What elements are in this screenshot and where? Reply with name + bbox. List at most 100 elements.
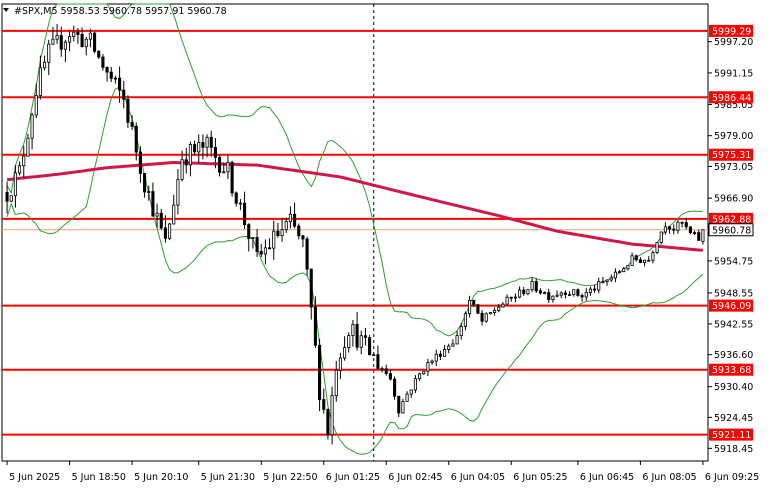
candle-body <box>126 98 130 123</box>
bollinger-lower-line <box>6 86 704 455</box>
candle-body <box>38 67 42 96</box>
level-price-tag <box>709 148 753 161</box>
candle-body <box>168 223 172 239</box>
candle-body <box>559 292 563 296</box>
candle-body <box>680 221 684 224</box>
candle-body <box>313 306 317 346</box>
candle-body <box>30 114 34 139</box>
candle-body <box>80 34 84 48</box>
candle-body <box>9 195 13 202</box>
candle-body <box>443 349 447 357</box>
candle-body <box>463 313 467 327</box>
candle-body <box>51 38 55 45</box>
candle-body <box>676 221 680 231</box>
candle-body <box>22 155 26 167</box>
last-price-tag <box>708 223 754 237</box>
candle-body <box>209 136 213 148</box>
x-tick-label: 5 Jun 20:10 <box>134 472 188 483</box>
candle-body <box>326 408 330 436</box>
x-tick-label: 6 Jun 06:45 <box>580 472 634 483</box>
candle-body <box>272 230 276 249</box>
candle-body <box>580 295 584 298</box>
candle-body <box>93 32 97 52</box>
candle-body <box>451 343 455 347</box>
candle-body <box>368 337 372 356</box>
x-tick-label: 6 Jun 02:45 <box>388 472 442 483</box>
candle-body <box>397 395 401 414</box>
candle-body <box>238 202 242 205</box>
candle-body <box>143 173 147 193</box>
candle-body <box>68 36 72 43</box>
level-price-tag <box>709 24 753 37</box>
candle-body <box>243 202 247 225</box>
candle-body <box>13 172 17 197</box>
level-price-label: 5946.09 <box>712 301 751 312</box>
candle-body <box>622 268 626 273</box>
level-price-tag <box>709 428 753 441</box>
candle-body <box>213 146 217 158</box>
candle-body <box>109 71 113 79</box>
candle-body <box>309 268 313 308</box>
candle-body <box>472 300 476 306</box>
candle-body <box>259 251 263 255</box>
y-tick-label: 5979.00 <box>714 131 753 142</box>
candle-body <box>43 61 47 69</box>
candle-body <box>388 373 392 380</box>
candle-body <box>347 335 351 349</box>
x-tick-label: 5 Jun 2025 <box>9 472 60 483</box>
candle-body <box>488 312 492 315</box>
chart-header: #SPX,M5 5958.53 5960.78 5957.91 5960.78 <box>3 6 227 17</box>
candle-body <box>501 303 505 308</box>
candle-body <box>672 228 676 231</box>
x-tick-label: 5 Jun 18:50 <box>72 472 126 483</box>
y-tick-label: 5918.45 <box>714 444 753 455</box>
price-labels-layer: 5999.29 5986.44 5975.31 5962.88 5946.09 5933.… <box>708 24 754 441</box>
level-price-tag <box>709 363 753 376</box>
candle-body <box>268 247 272 250</box>
candle-body <box>222 171 226 174</box>
candle-body <box>434 353 438 362</box>
x-tick-label: 6 Jun 05:25 <box>513 472 567 483</box>
level-price-tag <box>709 91 753 104</box>
candle-body <box>584 292 588 298</box>
candle-body <box>288 213 292 223</box>
candle-body <box>113 77 117 80</box>
candle-body <box>72 31 76 37</box>
candle-body <box>663 226 667 233</box>
candle-body <box>418 373 422 380</box>
candle-body <box>605 279 609 283</box>
candle-body <box>684 222 688 228</box>
candle-body <box>530 281 534 291</box>
y-tick-label: 5985.05 <box>714 100 753 111</box>
candle-body <box>655 242 659 253</box>
candle-body <box>543 292 547 294</box>
candle-body <box>338 357 342 371</box>
candle-body <box>105 67 109 73</box>
candle-body <box>376 354 380 370</box>
candle-body <box>526 289 530 295</box>
candle-body <box>555 294 559 297</box>
candle-body <box>251 237 255 239</box>
candle-body <box>26 137 30 157</box>
candle-body <box>18 165 22 174</box>
candle-body <box>484 313 488 322</box>
candle-body <box>638 259 642 263</box>
candle-body <box>568 294 572 297</box>
chart-menu-arrow-icon[interactable] <box>3 8 9 12</box>
level-lines-layer <box>2 29 708 436</box>
candle-body <box>322 399 326 410</box>
candle-body <box>509 296 513 299</box>
y-tick-label: 5948.55 <box>714 288 753 299</box>
level-price-label: 5975.31 <box>712 150 751 161</box>
candle-body <box>318 344 322 400</box>
x-tick-label: 6 Jun 01:25 <box>326 472 380 483</box>
y-tick-label: 5942.55 <box>714 319 753 330</box>
candle-body <box>330 395 334 436</box>
candle-body <box>634 255 638 261</box>
candle-body <box>130 121 134 127</box>
candle-body <box>88 32 92 40</box>
y-tick-label: 5930.40 <box>714 382 753 393</box>
candle-body <box>47 43 51 63</box>
